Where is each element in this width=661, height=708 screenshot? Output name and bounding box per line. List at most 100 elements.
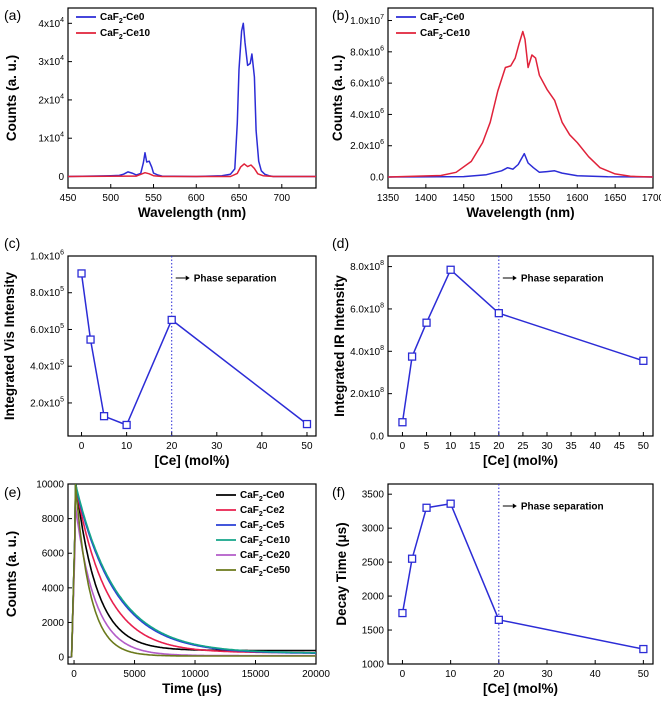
legend-label: CaF2-Ce5 <box>240 520 285 533</box>
plot-frame <box>387 255 654 437</box>
x-tick-label: 1500 <box>490 193 513 204</box>
plot-frame <box>387 483 654 665</box>
x-axis-label: [Ce] (mol%) <box>483 681 558 696</box>
x-tick-label: 40 <box>590 441 602 452</box>
x-axis-label: Wavelength (nm) <box>138 205 246 220</box>
y-tick-label: 6.0x105 <box>30 323 64 336</box>
y-tick-label: 3x104 <box>38 55 64 68</box>
panel-label: (e) <box>4 484 21 500</box>
panel-c: 0 10 20 30 40 50 2.0x105 4.0x105 6.0x105 8.0x105 1… <box>2 235 317 468</box>
y-tick-label: 2x104 <box>38 93 64 106</box>
legend-label: CaF2-Ce10 <box>100 28 150 41</box>
x-axis-label: [Ce] (mol%) <box>483 453 558 468</box>
annotation-arrowhead <box>185 275 190 281</box>
annotation-text: Phase separation <box>521 502 604 513</box>
x-tick-label: 1400 <box>415 193 438 204</box>
x-tick-label: 450 <box>60 193 77 204</box>
series-line-CaF2-Ce10 <box>68 163 316 178</box>
data-point <box>86 335 95 344</box>
y-tick-label: 0.0 <box>370 173 384 184</box>
legend-label: CaF2-Ce0 <box>100 12 145 25</box>
y-tick-label: 0.0 <box>370 432 384 443</box>
y-tick-label: 8.0x108 <box>350 260 384 273</box>
data-point <box>446 265 455 274</box>
legend-label: CaF2-Ce20 <box>240 550 290 563</box>
series-line-CaF2-Ce10 <box>388 30 653 178</box>
y-tick-label: 8.0x106 <box>350 45 384 58</box>
data-point <box>494 309 503 318</box>
annotation-arrowhead <box>512 275 517 281</box>
x-tick-label: 10 <box>445 441 457 452</box>
data-point <box>422 503 431 512</box>
y-tick-label: 2000 <box>362 592 385 603</box>
panel-label: (b) <box>332 7 349 23</box>
legend-label: CaF2-Ce2 <box>240 505 285 518</box>
x-tick-label: 1600 <box>566 193 589 204</box>
x-tick-label: 700 <box>273 193 290 204</box>
x-tick-label: 500 <box>102 193 119 204</box>
y-tick-label: 0 <box>58 172 64 183</box>
x-tick-label: 650 <box>231 193 248 204</box>
panel-label: (a) <box>4 7 21 23</box>
x-tick-label: 5 <box>424 441 430 452</box>
plot-frame <box>67 255 317 437</box>
x-tick-label: 20 <box>493 669 505 680</box>
x-tick-label: 50 <box>301 441 313 452</box>
x-tick-label: 20 <box>493 441 505 452</box>
series-line-CaF2-Ce10 <box>70 484 316 658</box>
legend-label: CaF2-Ce0 <box>240 490 285 503</box>
data-point <box>407 352 417 361</box>
x-tick-label: 40 <box>590 669 602 680</box>
panel-d: 0 5 10 15 20 25 30 35 40 45 50 0.0 2.0x108 4.0x108 6.0… <box>332 235 654 468</box>
y-tick-label: 4x104 <box>38 17 64 30</box>
x-tick-label: 1550 <box>528 193 551 204</box>
plot-area <box>70 484 316 658</box>
y-tick-label: 1x104 <box>38 132 64 145</box>
y-tick-label: 6.0x108 <box>350 302 384 315</box>
plot-frame <box>67 483 317 665</box>
series-line-CaF2-Ce0 <box>68 22 316 178</box>
data-point <box>99 412 109 421</box>
y-axis-label: Integrated IR Intensity <box>332 275 347 417</box>
y-tick-label: 8000 <box>42 514 65 525</box>
x-tick-label: 1650 <box>604 193 627 204</box>
y-tick-label: 2.0x106 <box>350 139 384 152</box>
x-tick-label: 15000 <box>242 669 270 680</box>
data-point <box>398 608 407 618</box>
x-tick-label: 25 <box>517 441 529 452</box>
data-point <box>639 644 648 654</box>
y-tick-label: 1.0x106 <box>30 250 64 263</box>
y-tick-label: 1000 <box>362 660 385 671</box>
x-tick-label: 600 <box>188 193 205 204</box>
annotation-text: Phase separation <box>521 274 604 285</box>
legend-label: CaF2-Ce50 <box>240 565 290 578</box>
x-tick-label: 5000 <box>123 669 146 680</box>
data-point <box>398 418 407 427</box>
panel-label: (d) <box>332 235 349 251</box>
x-tick-label: 0 <box>400 669 406 680</box>
x-tick-label: 1350 <box>377 193 400 204</box>
x-tick-label: 0 <box>79 441 85 452</box>
x-tick-label: 1450 <box>453 193 476 204</box>
x-tick-label: 0 <box>400 441 406 452</box>
y-tick-label: 4.0x106 <box>350 108 384 121</box>
x-tick-label: 10000 <box>181 669 209 680</box>
y-tick-label: 3500 <box>362 490 385 501</box>
series-line-Integrated-IR-Intensity <box>401 269 644 423</box>
x-tick-label: 20000 <box>302 669 330 680</box>
x-tick-label: 30 <box>541 441 553 452</box>
legend-label: CaF2-Ce10 <box>240 535 290 548</box>
panel-e: 0 5000 10000 15000 20000 0 2000 4000 6000 8000 100… <box>4 480 330 697</box>
panel-a: 450 500 550 600 650 700 0 1x104 2x104 3x104 4x104 W… <box>4 7 317 220</box>
x-tick-label: 550 <box>145 193 162 204</box>
y-tick-label: 1500 <box>362 626 385 637</box>
y-tick-label: 6000 <box>42 549 65 560</box>
y-tick-label: 6.0x106 <box>350 77 384 90</box>
annotation-arrowhead <box>512 503 517 509</box>
plot-area <box>68 22 316 178</box>
y-axis-label: Counts (a. u.) <box>330 55 345 141</box>
y-tick-label: 2000 <box>42 618 65 629</box>
annotation-text: Phase separation <box>194 274 277 285</box>
